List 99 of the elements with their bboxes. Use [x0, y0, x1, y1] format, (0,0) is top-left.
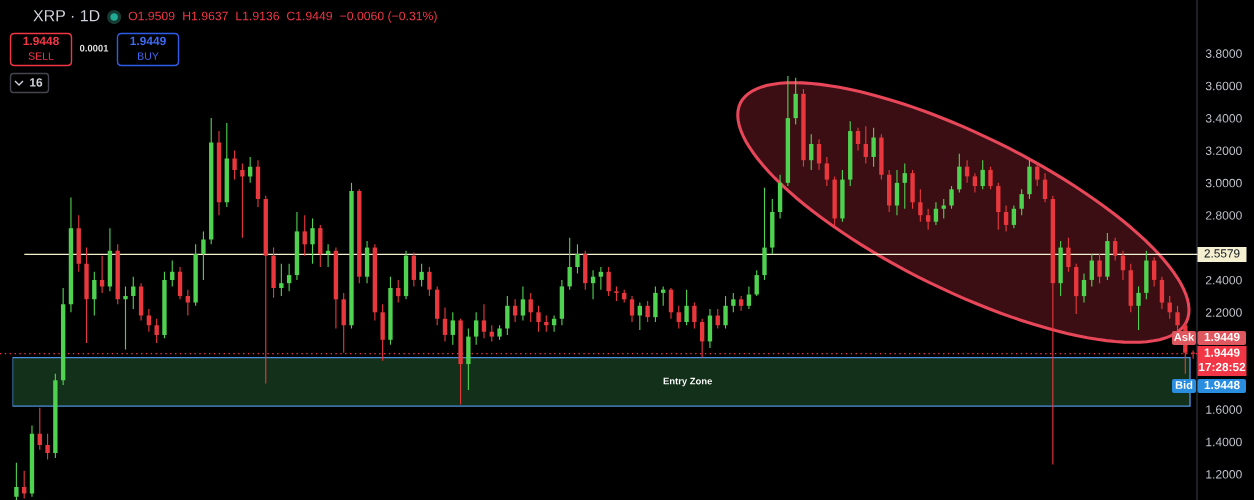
ref-line-label: 1.9449: [1204, 348, 1240, 357]
candlestick: [427, 266, 432, 297]
annotation: H1.9637: [183, 11, 228, 21]
candlestick: [450, 311, 455, 346]
candlestick: [1097, 253, 1102, 284]
candlestick: [855, 127, 861, 152]
candlestick: [481, 303, 487, 339]
candlestick: [692, 302, 697, 330]
candlestick: [980, 159, 985, 190]
annotation: C1.9449: [287, 11, 332, 21]
candlestick: [684, 289, 689, 326]
candlestick: [442, 306, 448, 342]
y-tick-label: 1.2000: [1206, 470, 1242, 479]
y-tick-label: 1.6000: [1206, 405, 1242, 414]
candlestick: [45, 433, 50, 461]
candlestick: [185, 289, 191, 317]
candlestick: [925, 208, 931, 231]
candlestick: [918, 188, 923, 223]
candlestick: [1035, 162, 1040, 187]
candlestick: [14, 462, 19, 500]
y-tick-label: 3.4000: [1205, 114, 1242, 123]
y-tick-label: 3.8000: [1205, 49, 1242, 58]
candlestick: [637, 302, 642, 331]
candlestick: [1112, 237, 1118, 262]
annotation: L1.9136: [236, 11, 280, 21]
candlestick: [598, 266, 604, 291]
candlestick: [512, 298, 518, 323]
candlestick: [863, 125, 868, 164]
y-tick-label: 3.0000: [1205, 178, 1242, 188]
annotation: 1.9449: [130, 36, 166, 46]
candlestick: [738, 295, 744, 312]
chart-title: XRP · 1D: [33, 10, 100, 22]
candlestick: [154, 318, 159, 344]
candlestick: [22, 470, 27, 499]
candlestick: [723, 295, 728, 330]
candlestick: [1003, 204, 1009, 232]
candlestick: [131, 276, 136, 310]
candlestick: [170, 259, 175, 287]
band-label: Entry Zone: [663, 377, 713, 387]
candlestick: [92, 271, 97, 317]
candlestick: [473, 311, 479, 346]
candlestick: [824, 156, 830, 187]
candlestick: [1019, 188, 1024, 216]
candlestick: [1066, 237, 1071, 273]
candlestick: [949, 185, 954, 210]
y-tick-label: 1.4000: [1206, 437, 1242, 447]
annotation: Ask: [1174, 332, 1195, 341]
candlestick: [286, 263, 292, 292]
candlestick: [1136, 285, 1141, 331]
annotation: 16: [30, 78, 43, 87]
annotation: O1.9509: [128, 11, 175, 21]
candlestick: [972, 172, 978, 194]
ref-line-label: 2.5579: [1204, 249, 1240, 258]
candlestick: [396, 279, 401, 304]
candlestick: [933, 201, 939, 226]
candlestick: [505, 295, 510, 336]
candlestick: [902, 162, 907, 210]
candlestick: [232, 149, 237, 181]
y-tick-label: 3.2000: [1205, 146, 1242, 155]
annotation: 1.9448: [23, 36, 59, 46]
candlestick: [123, 285, 128, 351]
y-tick-label: 3.6000: [1205, 81, 1242, 91]
candlestick: [302, 214, 307, 257]
text: 17:28:52: [1199, 362, 1246, 372]
candlestick: [629, 295, 635, 323]
candlestick: [894, 169, 900, 216]
candlestick: [645, 300, 650, 323]
candlestick: [1159, 276, 1165, 310]
candlestick: [731, 292, 736, 313]
annotation: BUY: [138, 52, 159, 60]
y-tick-label: 2.8000: [1205, 211, 1242, 220]
candlestick: [1175, 305, 1180, 333]
annotation: Bid: [1175, 380, 1193, 389]
candlestick: [988, 166, 993, 190]
candlestick: [676, 305, 681, 330]
candlestick: [201, 230, 206, 281]
candlestick: [279, 263, 284, 297]
annotation: SELL: [28, 52, 54, 60]
y-tick-label: 2.4000: [1205, 275, 1242, 285]
candlestick: [528, 292, 533, 323]
annotation: 0.0001: [79, 44, 109, 52]
annotation: −0.0060 (−0.31%): [340, 11, 437, 23]
candlestick: [575, 243, 580, 275]
candlestick: [606, 266, 611, 297]
candlestick: [746, 285, 752, 310]
candlestick: [1011, 204, 1017, 229]
candlestick: [419, 263, 424, 287]
candlestick: [240, 162, 245, 239]
y-tick-label: 2.2000: [1205, 308, 1242, 317]
candlestick: [37, 407, 42, 451]
candlestick: [520, 285, 526, 321]
candlestick: [809, 133, 814, 171]
candlestick: [310, 217, 315, 265]
candlestick: [536, 305, 541, 333]
text: 1.9448: [1204, 380, 1240, 390]
text: 1.9449: [1204, 332, 1240, 342]
candlestick: [871, 127, 876, 168]
candlestick: [1081, 272, 1087, 304]
candlestick: [957, 153, 962, 194]
